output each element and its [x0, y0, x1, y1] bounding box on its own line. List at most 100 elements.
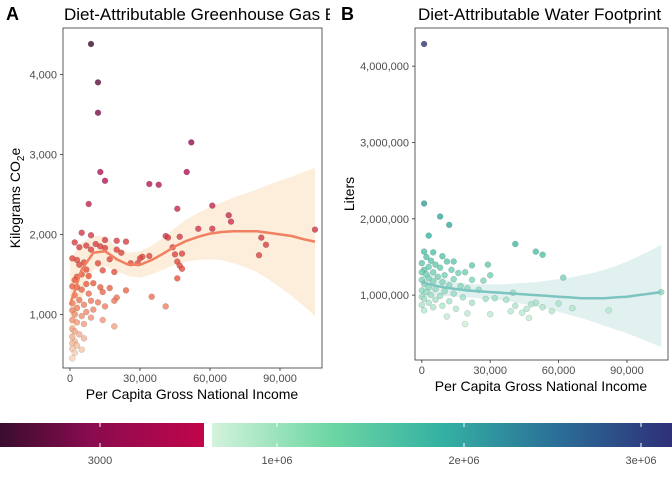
y-tick-label: 3,000,000	[360, 137, 409, 149]
data-point	[425, 232, 432, 239]
data-point	[227, 218, 235, 225]
data-point	[71, 311, 78, 318]
data-point	[87, 297, 95, 304]
data-point	[569, 304, 576, 312]
data-point	[73, 342, 81, 349]
data-point	[441, 272, 448, 279]
data-point	[122, 287, 130, 294]
data-point	[178, 250, 186, 257]
data-point	[482, 295, 489, 303]
data-point	[427, 291, 435, 299]
data-point	[452, 305, 460, 313]
confidence-band	[70, 168, 315, 350]
data-point	[94, 299, 102, 306]
data-point	[76, 243, 83, 251]
data-point	[432, 296, 439, 303]
x-tick-label: 30,000	[473, 365, 507, 377]
data-point	[146, 180, 153, 188]
y-tick-label: 4,000	[29, 69, 57, 81]
panel-a-confidence-band	[70, 168, 315, 350]
data-point	[94, 79, 102, 86]
y-tick-label: 2,000,000	[360, 214, 409, 226]
data-point	[418, 301, 425, 309]
data-point	[83, 242, 90, 249]
data-point	[111, 297, 118, 304]
data-point	[518, 309, 526, 316]
data-point	[434, 273, 441, 280]
y-tick-label: 1,000	[29, 309, 57, 321]
data-point	[90, 306, 97, 313]
data-point	[111, 268, 118, 276]
data-point	[209, 202, 216, 209]
data-point	[85, 272, 92, 280]
data-point	[178, 265, 186, 272]
data-point	[436, 213, 444, 220]
data-point	[99, 267, 106, 274]
data-point	[523, 305, 530, 313]
data-point	[171, 251, 179, 258]
ghg-colorbar	[0, 423, 204, 447]
data-point	[101, 236, 109, 244]
data-point	[436, 292, 444, 300]
data-point	[78, 312, 85, 320]
data-point	[148, 293, 155, 300]
data-point	[78, 286, 85, 293]
panel-b-y-axis: 1,000,000 2,000,000 3,000,000 4,000,000	[360, 61, 415, 302]
x-tick-label: 90,000	[610, 365, 644, 377]
data-point	[85, 290, 92, 297]
data-point	[507, 308, 514, 315]
data-point	[87, 314, 95, 321]
data-point	[209, 225, 216, 233]
data-point	[85, 200, 92, 208]
data-point	[461, 269, 469, 276]
data-point	[258, 234, 265, 241]
panel-a-fit-line	[68, 229, 316, 306]
data-point	[87, 246, 95, 253]
data-point	[443, 258, 451, 265]
water-colorbar-label-3: 3e+06	[626, 455, 657, 467]
panel-a-y-axis: 1,000 2,000 3,000 4,000	[29, 69, 63, 321]
data-point	[73, 319, 81, 326]
data-point	[491, 295, 498, 302]
data-point	[468, 276, 476, 284]
data-point	[90, 280, 97, 287]
panel-b-x-axis: 0 30,000 60,000 90,000	[419, 360, 644, 377]
fit-line	[68, 229, 316, 306]
data-point	[164, 234, 172, 241]
x-tick-label: 0	[67, 373, 73, 385]
data-point	[450, 290, 457, 297]
data-point	[461, 320, 469, 328]
data-point	[539, 304, 546, 311]
data-point	[99, 288, 106, 296]
data-point	[443, 313, 451, 320]
data-point	[420, 295, 428, 303]
data-point	[111, 323, 118, 330]
data-point	[446, 221, 453, 229]
data-point	[106, 256, 113, 263]
x-tick-label: 90,000	[263, 373, 297, 385]
data-point	[80, 335, 88, 342]
data-point	[76, 261, 83, 268]
data-point	[101, 303, 109, 310]
data-point	[78, 229, 85, 237]
data-point	[484, 261, 492, 268]
data-point	[420, 307, 428, 314]
data-point	[418, 259, 425, 267]
data-point	[71, 239, 78, 246]
data-point	[605, 307, 612, 314]
data-point	[450, 258, 457, 265]
x-tick-label: 60,000	[193, 373, 227, 385]
data-point	[432, 261, 439, 268]
data-point	[71, 328, 78, 335]
data-point	[439, 302, 446, 309]
data-point	[255, 251, 263, 259]
data-point	[548, 308, 555, 315]
x-tick-label: 0	[419, 365, 425, 377]
data-point	[195, 225, 202, 233]
panel-b: B Diet-Attributable Water Footprint 0 30,…	[330, 0, 672, 394]
y-tick-label: 4,000,000	[360, 61, 409, 73]
data-point	[97, 168, 104, 176]
data-point	[188, 139, 195, 146]
panel-a-title: Diet-Attributable Greenhouse Gas E	[64, 5, 336, 24]
